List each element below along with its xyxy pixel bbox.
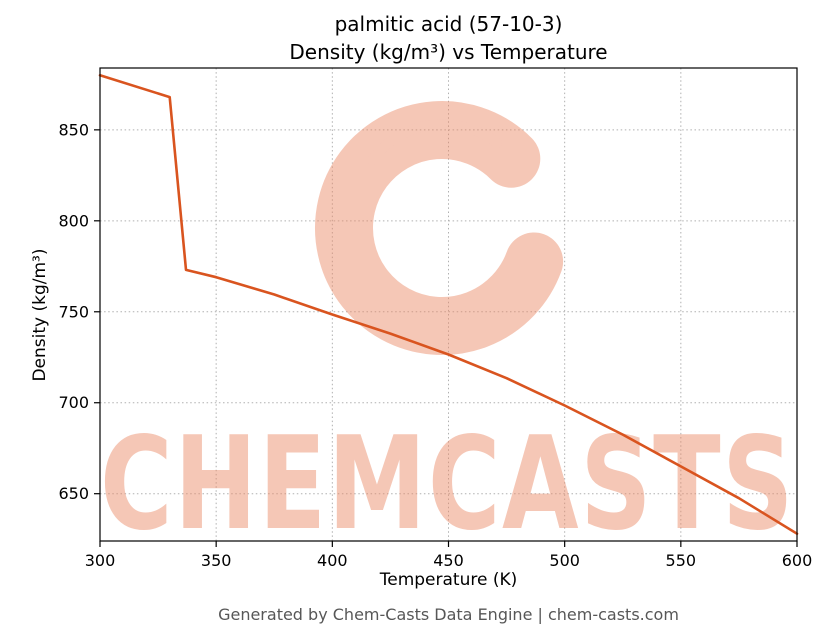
y-tick-label: 700	[58, 393, 89, 412]
chart-title-line1: palmitic acid (57-10-3)	[334, 12, 563, 36]
y-tick-label: 850	[58, 120, 89, 139]
x-tick-label: 400	[317, 551, 348, 570]
x-tick-label: 550	[666, 551, 697, 570]
footer-attribution: Generated by Chem-Casts Data Engine | ch…	[218, 605, 679, 624]
watermark-logo-c-icon	[315, 101, 564, 355]
y-tick-label: 800	[58, 211, 89, 230]
chart-title: palmitic acid (57-10-3) Density (kg/m³) …	[100, 10, 797, 66]
y-axis-label: Density (kg/m³)	[30, 248, 50, 382]
data-series	[98, 74, 799, 536]
watermark: CHEMCASTS	[100, 101, 795, 559]
x-tick-label: 350	[201, 551, 232, 570]
y-tick-label: 750	[58, 302, 89, 321]
y-tick-label: 650	[58, 484, 89, 503]
axes: 300 350 400 450 500 550 600 650 700 750 800 850	[58, 67, 813, 570]
watermark-logo-c-inner-swirl-icon	[367, 119, 502, 165]
x-tick-label: 450	[433, 551, 464, 570]
chart-title-line2: Density (kg/m³) vs Temperature	[289, 40, 608, 64]
x-axis-label: Temperature (K)	[379, 570, 518, 590]
series-line-density	[98, 74, 799, 536]
x-tick-label: 300	[85, 551, 116, 570]
x-tick-label: 500	[549, 551, 580, 570]
watermark-text: CHEMCASTS	[100, 410, 795, 559]
x-tick-label: 600	[782, 551, 813, 570]
